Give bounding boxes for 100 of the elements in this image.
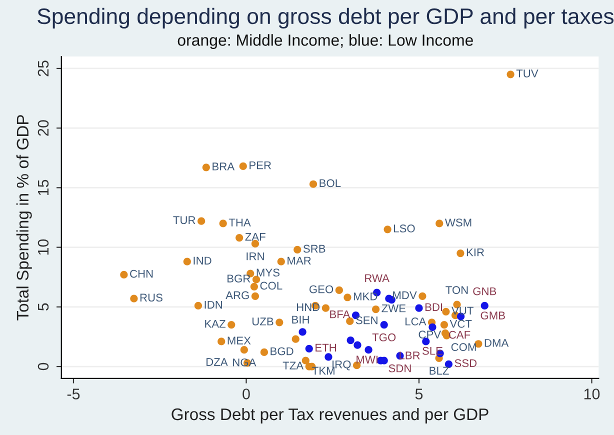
data-label: TKM (312, 366, 334, 375)
data-label: WSM (444, 218, 472, 226)
data-label: CPV (418, 330, 442, 339)
data-label: ZWE (382, 304, 406, 312)
data-label: CHN (130, 270, 153, 278)
point (354, 341, 362, 349)
point (252, 276, 260, 284)
data-label: BGD (270, 347, 294, 356)
point (418, 292, 426, 300)
point (456, 249, 464, 258)
data-label: KAZ (205, 320, 226, 328)
point (444, 360, 453, 368)
point (292, 335, 300, 343)
y-tick-label: 15 (38, 180, 49, 196)
point (309, 180, 318, 188)
x-tick-label: 10 (584, 388, 600, 400)
data-label: BDI (425, 303, 442, 311)
point (240, 346, 248, 354)
data-label: IRQ (332, 360, 351, 370)
data-label: GMB (480, 312, 505, 320)
data-label: UZB (252, 318, 274, 326)
point (251, 292, 260, 300)
data-label: ZAF (245, 232, 266, 241)
point (202, 164, 210, 172)
point (428, 323, 436, 331)
data-label: DZA (206, 358, 228, 366)
data-label: DMA (484, 339, 509, 347)
data-label: THA (228, 218, 251, 226)
data-label: SRB (303, 244, 326, 253)
point (198, 217, 206, 225)
point (236, 234, 244, 242)
x-tick-label: -5 (67, 388, 80, 400)
point (302, 356, 310, 364)
point (322, 304, 330, 312)
data-label: MAR (288, 256, 311, 264)
data-label: VCT (450, 320, 472, 328)
x-tick-label: 5 (415, 388, 423, 400)
data-label: MWI (356, 356, 378, 364)
point (344, 294, 352, 302)
data-label: MKD (354, 292, 378, 300)
chart-subtitle: orange: Middle Income; blue: Low Income (178, 34, 473, 49)
data-label: BLZ (430, 366, 449, 375)
data-label: GEO (309, 285, 334, 294)
point (277, 258, 285, 266)
data-label: BFA (330, 310, 350, 318)
data-label: IRN (246, 252, 264, 260)
data-label: ARG (226, 291, 249, 300)
data-label: SSD (454, 359, 477, 368)
point (183, 258, 191, 266)
data-label: TGO (372, 333, 396, 342)
data-label: TON (446, 286, 468, 294)
data-label: MYS (256, 268, 280, 277)
data-label: SLE (422, 346, 442, 355)
point (346, 317, 354, 326)
x-axis-title: Gross Debt per Tax revenues and per GDP (172, 408, 488, 424)
data-label: RWA (365, 274, 390, 282)
data-label: GNB (473, 287, 496, 296)
point (239, 162, 247, 170)
point (364, 346, 372, 354)
y-tick-label: 20 (38, 120, 49, 136)
data-label: TZA (282, 362, 304, 370)
data-label: PER (250, 161, 272, 170)
data-label: TUR (173, 216, 196, 224)
point (384, 226, 392, 234)
point (415, 304, 423, 312)
data-label: BRA (212, 162, 235, 170)
data-label: COL (260, 282, 282, 290)
data-label: VUT (452, 306, 474, 315)
point (442, 308, 450, 316)
data-label: MEX (228, 336, 251, 344)
point (372, 306, 380, 314)
data-label: BOL (320, 179, 341, 188)
data-label: BIH (292, 316, 309, 324)
point (324, 353, 332, 361)
data-label: RUS (140, 294, 162, 302)
data-label: KIR (466, 248, 484, 256)
chart-title: Spending depending on gross debt per GDP and per taxes (38, 8, 614, 29)
point (260, 348, 268, 356)
point (305, 344, 313, 352)
data-label: IDN (204, 300, 222, 309)
data-label: TUV (516, 70, 538, 78)
point (219, 220, 227, 228)
point (276, 318, 284, 326)
y-tick-label: 0 (38, 362, 49, 370)
x-tick-label: 0 (242, 388, 250, 400)
point (506, 70, 514, 78)
y-tick-label: 10 (38, 239, 49, 255)
point (298, 328, 306, 336)
data-label: SDN (388, 364, 411, 372)
data-label: SEN (356, 316, 378, 324)
point (380, 320, 388, 329)
point (194, 302, 202, 310)
point (218, 338, 226, 346)
data-label: LCA (406, 318, 426, 326)
point (120, 270, 128, 279)
point (436, 220, 444, 228)
point (294, 246, 302, 254)
point (250, 282, 258, 290)
y-tick-label: 5 (38, 303, 49, 311)
point (228, 320, 236, 329)
